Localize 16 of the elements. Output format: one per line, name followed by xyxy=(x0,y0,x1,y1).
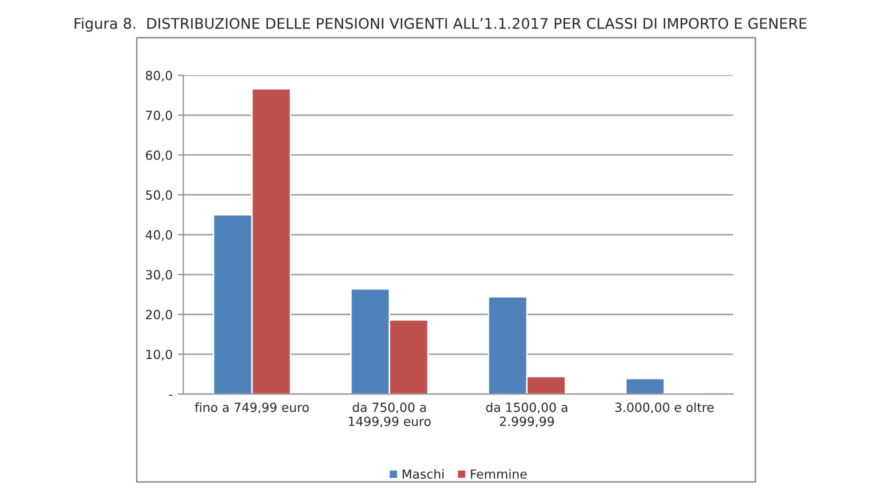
y-tick-label: 70,0 xyxy=(146,110,172,122)
y-tick-label: 30,0 xyxy=(146,270,172,281)
y-tick-label: 50,0 xyxy=(146,190,172,202)
y-tick-label: - xyxy=(168,394,172,396)
x-tick-label: 3.000,00 e oltre xyxy=(615,402,714,414)
y-tick-label: 80,0 xyxy=(146,70,172,82)
x-tick-label: da 1500,00 a 2.999,99 xyxy=(486,402,568,428)
y-tick-label: 20,0 xyxy=(146,310,172,321)
y-tick-label: 60,0 xyxy=(146,150,172,162)
chart-title: Figura 8. DISTRIBUZIONE DELLE PENSIONI VIGENTI ALL’1.1.2017 PER CLASSI DI IMPORTO E GENERE xyxy=(74,18,807,32)
legend-label: Femmine xyxy=(470,469,527,479)
legend-label: Maschi xyxy=(402,469,444,479)
x-tick-label: da 750,00 a 1499,99 euro xyxy=(348,402,431,428)
y-tick-label: 10,0 xyxy=(146,350,172,360)
y-tick-label: 40,0 xyxy=(146,230,172,241)
x-tick-label: fino a 749,99 euro xyxy=(194,402,309,414)
